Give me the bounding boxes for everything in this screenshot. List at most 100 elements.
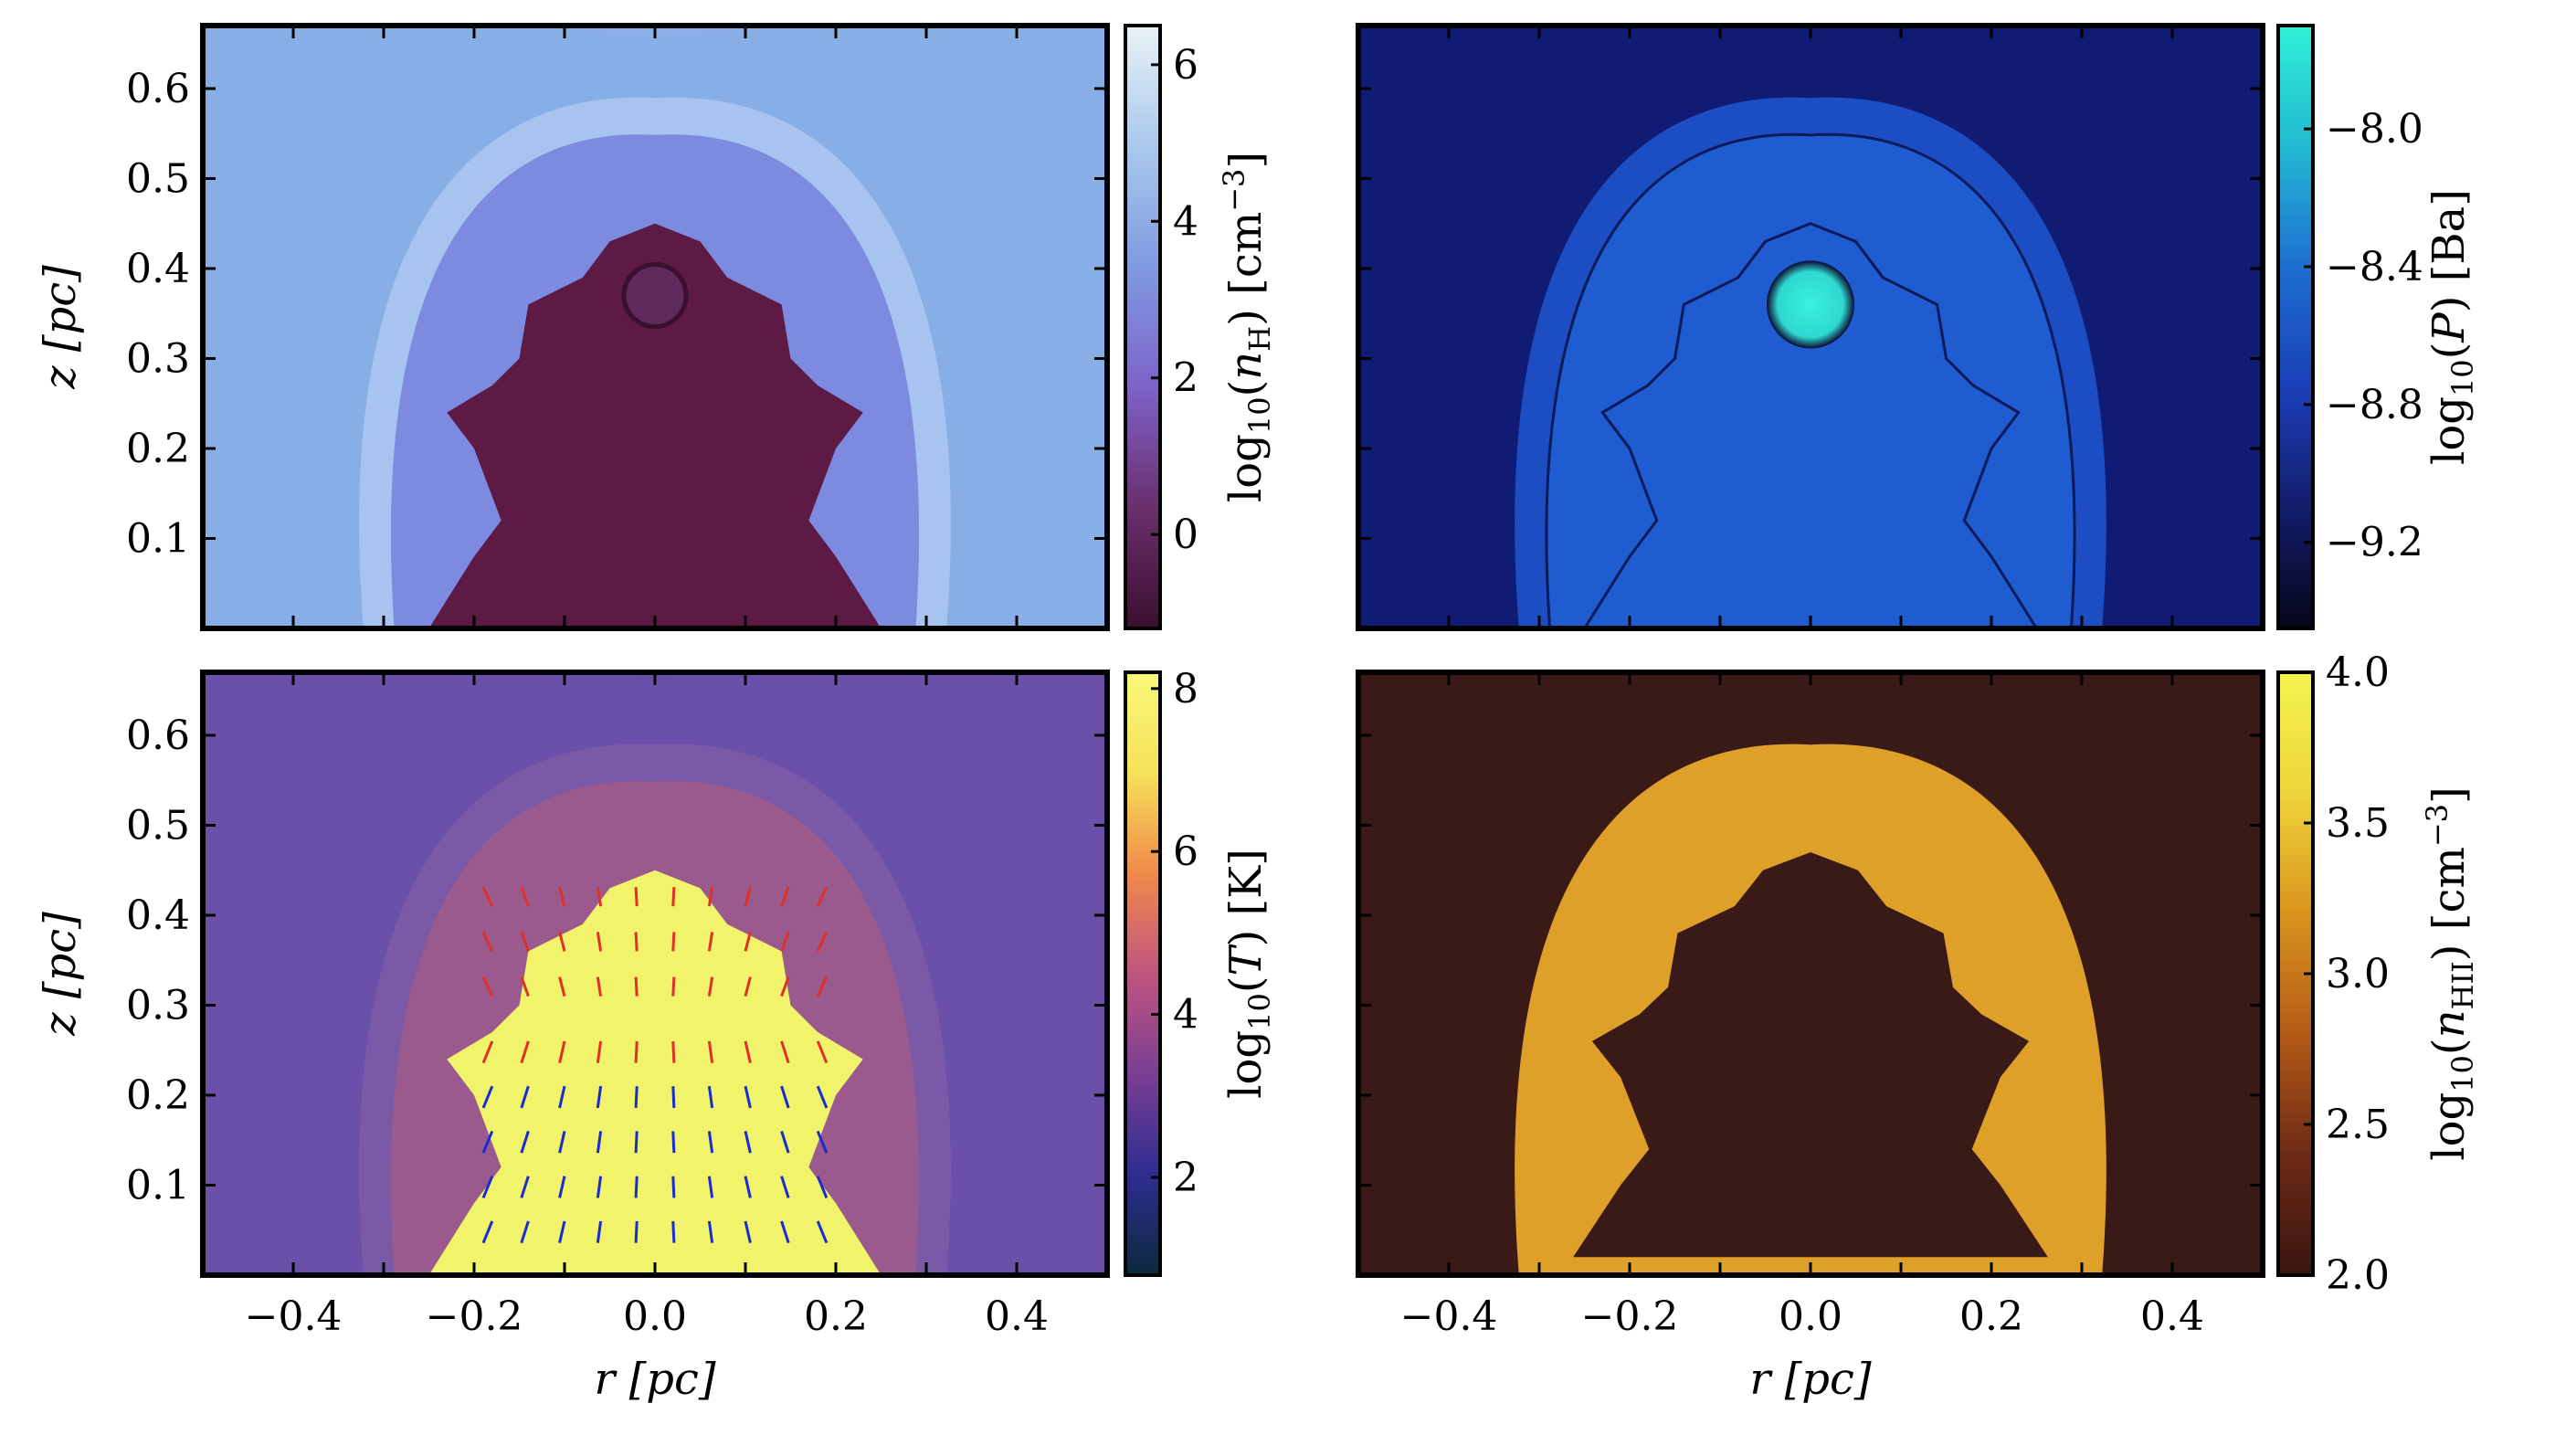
velocity-arrow: [520, 1176, 530, 1198]
velocity-arrow: [520, 886, 530, 907]
velocity-arrow: [596, 932, 603, 952]
velocity-arrow: [481, 1220, 494, 1244]
velocity-arrow: [816, 1130, 829, 1154]
velocity-arrow: [744, 886, 752, 907]
panel-bottom-right: [1356, 670, 2315, 1278]
x-tick-label: −0.2: [426, 1293, 523, 1340]
velocity-arrow: [707, 1220, 714, 1243]
velocity-arrow: [634, 976, 639, 997]
colorbar-tick-label: 6: [1173, 42, 1198, 89]
velocity-arrow: [744, 1176, 752, 1198]
heatmap-field: [203, 26, 1107, 628]
velocity-arrow: [634, 932, 639, 952]
x-tick-label: −0.4: [1400, 1293, 1498, 1340]
heatmap-top-glow: [436, 672, 874, 773]
velocity-arrow: [634, 1131, 639, 1154]
colorbar-tick-label: 8: [1173, 666, 1198, 712]
velocity-arrow: [520, 931, 530, 952]
colorbar-tick-label: 4.0: [2326, 649, 2390, 696]
velocity-arrow: [481, 931, 494, 953]
colorbar-tick-label: 4: [1173, 198, 1198, 245]
velocity-arrow: [780, 1176, 790, 1198]
velocity-arrow: [816, 976, 829, 997]
y-tick-label: 0.6: [126, 66, 190, 112]
velocity-arrow: [558, 1040, 566, 1064]
colorbar-tick-label: 2: [1173, 355, 1198, 402]
velocity-arrow: [816, 1176, 829, 1199]
colorbar-label: log10(P) [Ba]: [2423, 189, 2480, 465]
y-tick-label: 0.4: [126, 892, 190, 939]
y-tick-label: 0.4: [126, 246, 190, 292]
velocity-arrow: [671, 1040, 676, 1063]
velocity-arrow: [634, 887, 639, 907]
y-tick-label: 0.3: [126, 335, 190, 382]
velocity-arrow: [744, 1131, 752, 1154]
velocity-arrow: [558, 886, 566, 907]
heatmap-top-glow: [417, 26, 892, 135]
labels-layer: 0.1 0.2 0.3 0.4 0.5 0.6 z [pc] 0 2 4 6 log10(nH) [c…: [35, 42, 2480, 1405]
colorbar-tick-label: 2.0: [2326, 1252, 2390, 1299]
colorbar-tick-label: 0: [1173, 512, 1198, 558]
velocity-arrow: [744, 976, 752, 997]
colorbar-tick-label: −8.8: [2326, 382, 2423, 428]
velocity-arrow: [558, 931, 566, 952]
velocity-arrow: [744, 1040, 752, 1064]
velocity-arrow: [520, 1220, 530, 1244]
velocity-arrow: [707, 1040, 714, 1063]
velocity-arrows: [481, 886, 829, 1244]
velocity-arrow: [520, 1040, 530, 1064]
velocity-arrow: [671, 1086, 676, 1109]
y-tick-label: 0.1: [126, 1162, 190, 1208]
colorbar: [1124, 24, 1162, 630]
shell-edge: [1545, 132, 2076, 628]
colorbar-tick-label: −8.0: [2326, 106, 2423, 153]
velocity-arrow: [671, 976, 676, 997]
velocity-arrow: [707, 932, 714, 952]
velocity-arrow: [634, 1220, 639, 1243]
velocity-arrow: [780, 1085, 790, 1109]
colorbar-label: log10(nH) [cm−3]: [1217, 152, 1277, 502]
y-axis-label: z [pc]: [35, 912, 86, 1037]
velocity-arrow: [816, 1085, 829, 1109]
y-tick-label: 0.3: [126, 982, 190, 1029]
velocity-arrow: [634, 1040, 639, 1063]
x-tick-label: 0.0: [623, 1293, 687, 1340]
velocity-arrow: [481, 1176, 494, 1199]
colorbar-tick-label: −9.2: [2326, 520, 2423, 566]
velocity-arrow: [558, 976, 566, 997]
velocity-arrow: [596, 1220, 603, 1243]
velocity-arrow: [520, 1085, 530, 1109]
velocity-arrow: [816, 931, 829, 953]
colorbar-tick-label: 6: [1173, 828, 1198, 875]
x-tick-label: 0.0: [1779, 1293, 1842, 1340]
velocity-arrow: [707, 1085, 714, 1109]
panels-layer: [200, 23, 2315, 1278]
velocity-arrow: [707, 886, 714, 907]
velocity-arrow: [558, 1085, 566, 1109]
velocity-arrow: [596, 1085, 603, 1109]
heatmap-field: [1358, 26, 2263, 628]
velocity-arrow: [558, 1220, 566, 1244]
velocity-arrow: [596, 1176, 603, 1198]
velocity-arrow: [671, 1176, 676, 1198]
x-tick-label: 0.2: [804, 1293, 868, 1340]
velocity-arrow: [816, 1040, 829, 1064]
velocity-arrow: [707, 976, 714, 997]
y-tick-label: 0.1: [126, 515, 190, 562]
colorbar-tick-label: −8.4: [2326, 244, 2423, 290]
central-knot: [621, 262, 689, 330]
colorbar: [1124, 670, 1162, 1277]
velocity-arrow: [596, 886, 603, 907]
velocity-arrow: [816, 886, 829, 907]
velocity-arrow: [520, 1130, 530, 1154]
velocity-arrow: [596, 1040, 603, 1063]
velocity-arrow: [744, 1220, 752, 1244]
velocity-arrow: [707, 1131, 714, 1154]
velocity-arrow: [481, 1130, 494, 1154]
velocity-arrow: [780, 1040, 790, 1064]
x-axis-label: r [pc]: [594, 1354, 716, 1405]
velocity-arrow: [671, 932, 676, 952]
x-tick-label: −0.4: [245, 1293, 343, 1340]
velocity-arrow: [634, 1086, 639, 1109]
velocity-arrow: [671, 887, 676, 907]
